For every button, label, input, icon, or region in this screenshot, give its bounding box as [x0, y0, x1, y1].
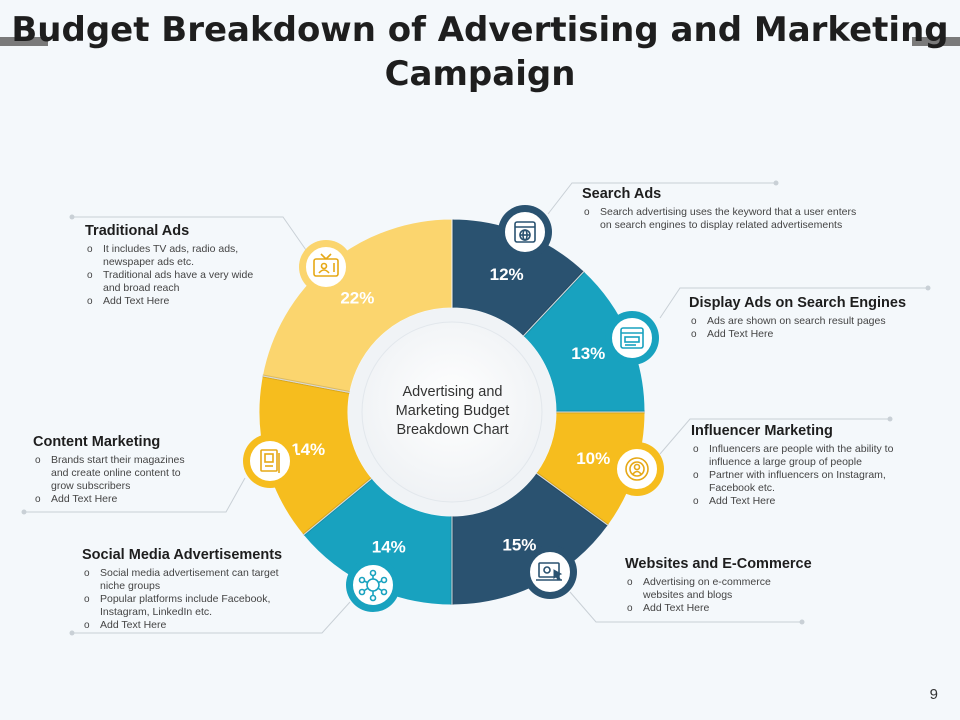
social-bullet: Popular platforms include Facebook, Inst…: [84, 593, 295, 619]
slice-label-4: 15%: [502, 535, 536, 554]
influencer-marketing-block: Influencer Marketing Influencers are peo…: [691, 423, 919, 508]
social-bullet: Social media advertisement can target ni…: [84, 567, 295, 593]
slice-label-3: 10%: [576, 449, 610, 468]
content-marketing-title: Content Marketing: [33, 434, 161, 450]
donut-center-label: Advertising and Marketing Budget Breakdo…: [395, 384, 510, 438]
leader-dot: [69, 214, 75, 220]
leader-line-7: [72, 216, 307, 251]
leader-line-5: [72, 601, 351, 634]
magazine-icon: [243, 434, 297, 488]
influencer-bullet: Partner with influencers on Instagram, F…: [693, 469, 919, 495]
display-ads-title: Display Ads on Search Engines: [689, 295, 907, 311]
influencer-marketing-title: Influencer Marketing: [691, 423, 833, 439]
leader-dot: [773, 180, 779, 186]
slice-label-6: 14%: [291, 440, 325, 459]
traditional-ads-title: Traditional Ads: [85, 223, 190, 239]
icon-badge-face: [248, 439, 292, 483]
display-ads-block: Display Ads on Search Engines Ads are sh…: [689, 295, 929, 341]
leader-dot: [799, 619, 805, 625]
leader-lines: [21, 180, 931, 636]
network-user-icon: [346, 558, 400, 612]
page-number: 9: [929, 686, 938, 703]
slice-label-1: 12%: [490, 265, 524, 284]
leader-dot: [887, 416, 893, 422]
display-ads-bullet: Ads are shown on search result pages: [691, 315, 929, 328]
traditional-bullet: It includes TV ads, radio ads, newspaper…: [87, 243, 268, 269]
leader-line-2: [659, 287, 928, 319]
tv-icon: [299, 240, 353, 294]
slice-edge-shadow: [302, 477, 373, 537]
leader-dot: [21, 509, 27, 515]
search-ads-title: Search Ads: [582, 186, 662, 202]
left-accent-bar: [0, 37, 48, 46]
slide-title: Budget Breakdown of Advertising and Mark…: [11, 10, 949, 94]
donut-slices: [258, 218, 646, 606]
traditional-bullet: Add Text Here: [87, 295, 268, 308]
websites-bullet: Advertising on e-commerce websites and b…: [627, 576, 793, 602]
laptop-cursor-icon: [523, 545, 577, 599]
leader-line-3: [659, 418, 890, 455]
slice-edge-shadow: [522, 270, 586, 338]
social-media-block: Social Media Advertisements Social media…: [82, 547, 302, 632]
search-ads-bullet: Search advertising uses the keyword that…: [584, 206, 882, 219]
slice-label-7: 22%: [340, 289, 374, 308]
search-ads-block: Search Ads Search advertising uses the k…: [582, 186, 882, 232]
traditional-ads-block: Traditional Ads It includes TV ads, radi…: [85, 223, 275, 308]
content-bullet: Brands start their magazines and create …: [35, 454, 201, 493]
icon-badge-face: [351, 563, 395, 607]
right-accent-bar: [912, 37, 960, 46]
websites-ecommerce-block: Websites and E-Commerce Advertising on e…: [625, 556, 835, 615]
display-ads-bullet: Add Text Here: [691, 328, 929, 341]
percentage-labels: 12% 13% 10% 15% 14% 14% 22%: [291, 265, 610, 556]
search-ads-bullet: on search engines to display related adv…: [600, 219, 843, 231]
slice-edge-shadow: [535, 471, 610, 527]
globe-browser-icon: [498, 205, 552, 259]
traditional-bullet: Traditional ads have a very wide and bro…: [87, 269, 268, 295]
browser-window-icon: [605, 311, 659, 365]
content-marketing-block: Content Marketing Brands start their mag…: [33, 434, 208, 506]
content-bullet: Add Text Here: [35, 493, 201, 506]
leader-line-1: [547, 182, 776, 215]
influencer-bullet: Add Text Here: [693, 495, 919, 508]
slice-edge-shadow: [262, 374, 351, 394]
leader-dot: [925, 285, 931, 291]
leader-dot: [69, 630, 75, 636]
slice-label-5: 14%: [372, 537, 406, 556]
influencer-bullet: Influencers are people with the ability …: [693, 443, 919, 469]
donut-hole: [361, 321, 543, 503]
leader-line-6: [24, 477, 246, 513]
websites-ecommerce-title: Websites and E-Commerce: [625, 556, 812, 572]
slice-label-2: 13%: [571, 344, 605, 363]
social-bullet: Add Text Here: [84, 619, 295, 632]
leader-line-4: [569, 591, 802, 623]
icon-badge-face: [503, 210, 547, 254]
social-media-title: Social Media Advertisements: [82, 547, 283, 563]
icon-badge-face: [610, 316, 654, 360]
influencer-target-icon: [610, 442, 664, 496]
websites-bullet: Add Text Here: [627, 602, 793, 615]
category-icons: [243, 205, 664, 612]
